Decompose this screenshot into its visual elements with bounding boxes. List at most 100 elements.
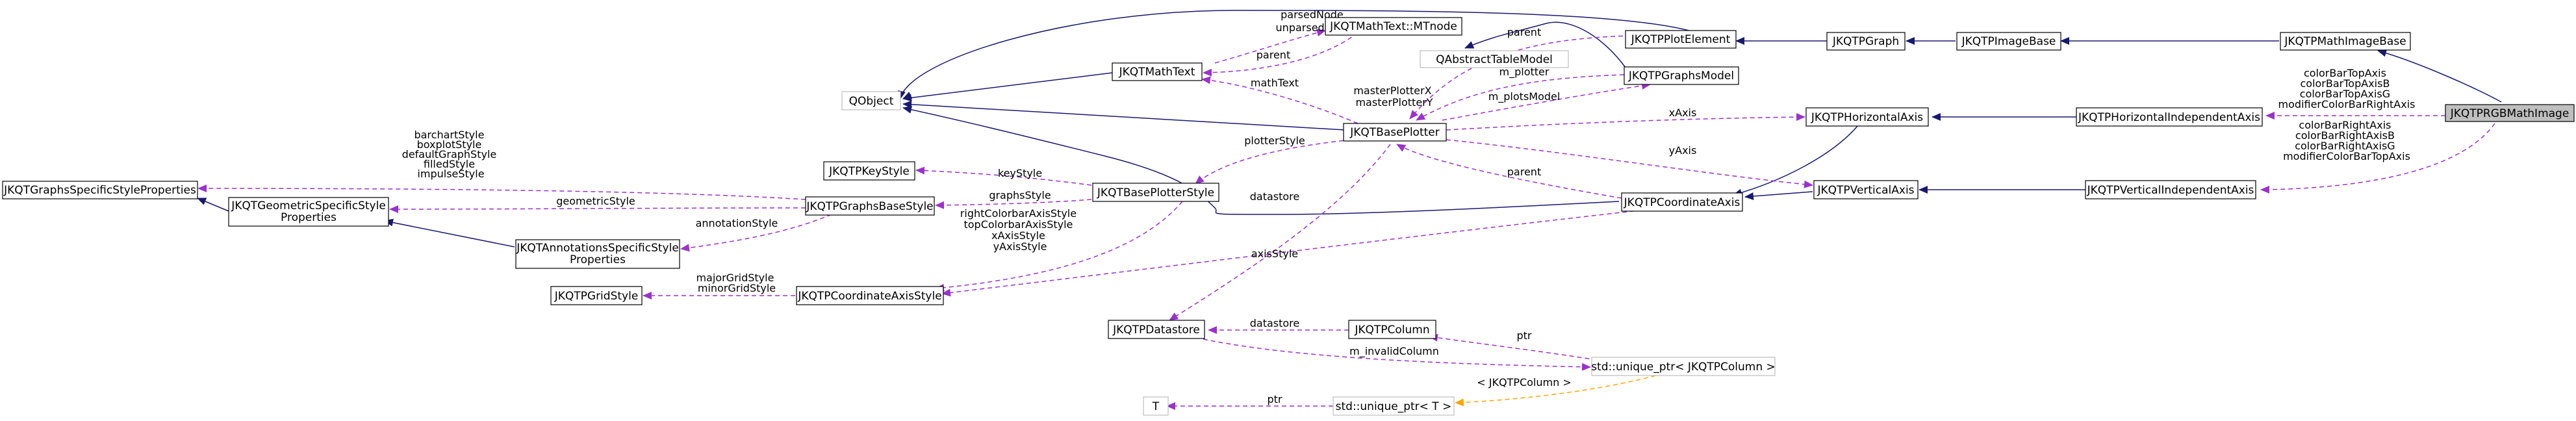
label-keystyle: keyStyle: [998, 167, 1042, 179]
edge-uniqueptr-column-to-column: [1429, 333, 1605, 362]
svg-text:JKQTMathText::MTnode: JKQTMathText::MTnode: [1329, 20, 1457, 33]
edge-baseplotter-to-horizontalaxis: [1446, 113, 1805, 131]
svg-text:JKQTPGraph: JKQTPGraph: [1832, 35, 1899, 48]
node-jkqtpcoordinateaxisstyle[interactable]: JKQTPCoordinateAxisStyle: [796, 286, 944, 305]
svg-text:Properties: Properties: [570, 253, 626, 266]
label-xaxis: xAxis: [1669, 107, 1697, 119]
svg-text:JKQTMathText: JKQTMathText: [1119, 66, 1195, 79]
svg-text:JKQTPGridStyle: JKQTPGridStyle: [554, 290, 639, 303]
svg-text:JKQTPImageBase: JKQTPImageBase: [1961, 35, 2056, 48]
edge-baseplotter-to-baseplotterstyle: [1195, 139, 1352, 185]
svg-text:JKQTPGraphsModel: JKQTPGraphsModel: [1628, 70, 1734, 83]
node-jkqtprgbmathimage[interactable]: JKQTPRGBMathImage: [2445, 104, 2575, 122]
node-jkqtphorizontalindependentaxis[interactable]: JKQTPHorizontalIndependentAxis: [2076, 107, 2263, 127]
node-jkqtpplotelement[interactable]: JKQTPPlotElement: [1625, 30, 1737, 49]
node-jkqtpverticalindependentaxis[interactable]: JKQTPVerticalIndependentAxis: [2085, 180, 2256, 199]
label-parent-plotelement: parent: [1507, 26, 1541, 38]
label-datastore-column: datastore: [1250, 317, 1300, 329]
label-m-plotter: m_plotter: [1499, 66, 1549, 79]
edge-plotelement-qobject: [898, 10, 1696, 100]
node-jkqtbaseplotterstyle[interactable]: JKQTBasePlotterStyle: [1092, 183, 1219, 202]
svg-text:JKQTPGraphsBaseStyle: JKQTPGraphsBaseStyle: [806, 200, 933, 213]
edge-baseplotter-to-qobject: [902, 100, 1345, 131]
node-jkqtpmathimagebase[interactable]: JKQTPMathImageBase: [2280, 32, 2411, 51]
node-jkqtpgraphsbasestyle[interactable]: JKQTPGraphsBaseStyle: [805, 196, 935, 216]
edge-graphsmodel-to-qabstracttablemodel: [1464, 21, 1626, 68]
svg-text:JKQTBasePlotter: JKQTBasePlotter: [1349, 126, 1439, 139]
node-jkqtpgridstyle[interactable]: JKQTPGridStyle: [550, 286, 643, 305]
label-masterplotter: masterPlotterX masterPlotterY: [1353, 84, 1435, 108]
label-template-column: < JKQTPColumn >: [1477, 376, 1571, 389]
edge-mtnode-to-mathtext: [1203, 32, 1358, 77]
edge-horizontalaxis-to-coordinateaxis: [1733, 125, 1859, 197]
class-nodes: JKQTPRGBMathImage JKQTPMathImageBase JKQ…: [2, 17, 2575, 416]
svg-text:JKQTPMathImageBase: JKQTPMathImageBase: [2284, 35, 2406, 48]
node-jkqtpbaseplotter[interactable]: JKQTBasePlotter: [1343, 123, 1447, 142]
label-annotationstyle: annotationStyle: [696, 217, 778, 229]
node-jkqtpverticalaxis[interactable]: JKQTPVerticalAxis: [1813, 180, 1919, 199]
svg-text:JKQTPHorizontalIndependentAxis: JKQTPHorizontalIndependentAxis: [2078, 111, 2260, 124]
edge-coordinateaxis-to-coordinateaxisstyle: [941, 209, 1651, 297]
svg-text:JKQTPColumn: JKQTPColumn: [1354, 324, 1429, 337]
node-jkqtpgraph[interactable]: JKQTPGraph: [1826, 32, 1906, 51]
label-barchartstyle: barchartStyle boxplotStyle defaultGraphS…: [402, 129, 500, 180]
svg-text:JKQTGraphsSpecificStylePropert: JKQTGraphsSpecificStyleProperties: [3, 184, 196, 197]
node-jkqtmathtext[interactable]: JKQTMathText: [1112, 62, 1203, 81]
label-plotterstyle: plotterStyle: [1244, 134, 1305, 147]
edge-baseplotterstyle-to-graphsbasestyle: [935, 199, 1092, 209]
svg-text:Properties: Properties: [281, 211, 337, 224]
label-yaxis: yAxis: [1669, 144, 1697, 157]
edge-uniqueptr-t-to-uniqueptr-column: [1455, 373, 1664, 407]
edge-verticalaxis-to-coordinateaxis: [1744, 191, 1813, 200]
node-qobject[interactable]: QObject: [841, 91, 901, 110]
edge-coordinateaxis-to-baseplotter: [1396, 144, 1622, 199]
label-axisstyle: axisStyle: [1251, 248, 1298, 260]
svg-text:JKQTGeometricSpecificStyle: JKQTGeometricSpecificStyle: [231, 199, 386, 212]
edge-graphsbasestyle-to-geometric: [389, 205, 806, 213]
node-t[interactable]: T: [1143, 396, 1169, 416]
node-jkqtpcolumn[interactable]: JKQTPColumn: [1348, 320, 1436, 339]
svg-text:JKQTPPlotElement: JKQTPPlotElement: [1631, 33, 1731, 46]
node-jkqtannotationsspecificstyleproperties[interactable]: JKQTAnnotationsSpecificStyle Properties: [515, 239, 680, 269]
edge-baseplotter-to-datastore: [1169, 144, 1391, 321]
svg-text:JKQTPKeyStyle: JKQTPKeyStyle: [828, 165, 910, 178]
edge-datastore-to-uniqueptr-column: [1203, 338, 1591, 371]
svg-text:QAbstractTableModel: QAbstractTableModel: [1436, 53, 1553, 66]
label-m-invalidcolumn: m_invalidColumn: [1349, 345, 1439, 358]
usage-edges: [198, 29, 2495, 410]
edge-verticalindependentaxis-from-rgbmathimage: [2260, 123, 2495, 194]
node-jkqtphorizontalaxis[interactable]: JKQTPHorizontalAxis: [1805, 107, 1929, 127]
node-qabstracttablemodel[interactable]: QAbstractTableModel: [1420, 50, 1569, 68]
node-unique-ptr-t[interactable]: std::unique_ptr< T >: [1333, 396, 1455, 416]
label-parent-coordinateaxis: parent: [1507, 166, 1541, 178]
edge-graphsmodel-to-baseplotter: [1416, 74, 1625, 121]
svg-text:JKQTPCoordinateAxisStyle: JKQTPCoordinateAxisStyle: [797, 290, 941, 303]
node-jkqtpdatastore[interactable]: JKQTPDatastore: [1108, 320, 1205, 339]
svg-text:JKQTPRGBMathImage: JKQTPRGBMathImage: [2450, 107, 2570, 120]
edge-baseplotter-to-mathtext: [1201, 76, 1358, 124]
node-jkqtpkeystyle[interactable]: JKQTPKeyStyle: [823, 161, 915, 181]
label-gridstyle: majorGridStyle minorGridStyle: [696, 272, 777, 294]
node-jkqtmathtext-mtnode[interactable]: JKQTMathText::MTnode: [1325, 17, 1462, 36]
svg-text:JKQTPVerticalAxis: JKQTPVerticalAxis: [1817, 184, 1914, 197]
edge-rgbmathimage-to-mathimagebase: [2377, 49, 2502, 103]
svg-text:JKQTPDatastore: JKQTPDatastore: [1112, 324, 1200, 337]
label-axisstyles-plotter: rightColorbarAxisStyle topColorbarAxisSt…: [960, 207, 1080, 253]
node-jkqtpgraphsmodel[interactable]: JKQTPGraphsModel: [1624, 66, 1739, 85]
edge-baseplotter-to-verticalaxis: [1446, 139, 1813, 188]
node-unique-ptr-jkqtpcolumn[interactable]: std::unique_ptr< JKQTPColumn >: [1591, 357, 1776, 376]
node-jkqtpimagebase[interactable]: JKQTPImageBase: [1956, 32, 2061, 51]
svg-text:JKQTPHorizontalAxis: JKQTPHorizontalAxis: [1811, 111, 1923, 124]
label-ptr-column: ptr: [1516, 329, 1531, 342]
edge-labels: parsedNode unparsedNode parent mathText …: [402, 8, 2416, 405]
label-colorbarright: colorBarRightAxis colorBarRightAxisB col…: [2283, 119, 2410, 162]
inheritance-edges: [197, 10, 2502, 248]
svg-text:std::unique_ptr< JKQTPColumn >: std::unique_ptr< JKQTPColumn >: [1591, 361, 1776, 374]
svg-text:JKQTAnnotationsSpecificStyle: JKQTAnnotationsSpecificStyle: [516, 242, 679, 255]
node-jkqtgraphsspecificstyleproperties[interactable]: JKQTGraphsSpecificStyleProperties: [2, 181, 198, 199]
svg-text:JKQTPVerticalIndependentAxis: JKQTPVerticalIndependentAxis: [2087, 184, 2254, 197]
node-jkqtgeometricspecificstyleproperties[interactable]: JKQTGeometricSpecificStyle Properties: [228, 197, 389, 227]
node-jkqtpcoordinateaxis[interactable]: JKQTPCoordinateAxis: [1621, 192, 1743, 212]
label-geometricstyle: geometricStyle: [556, 195, 635, 207]
